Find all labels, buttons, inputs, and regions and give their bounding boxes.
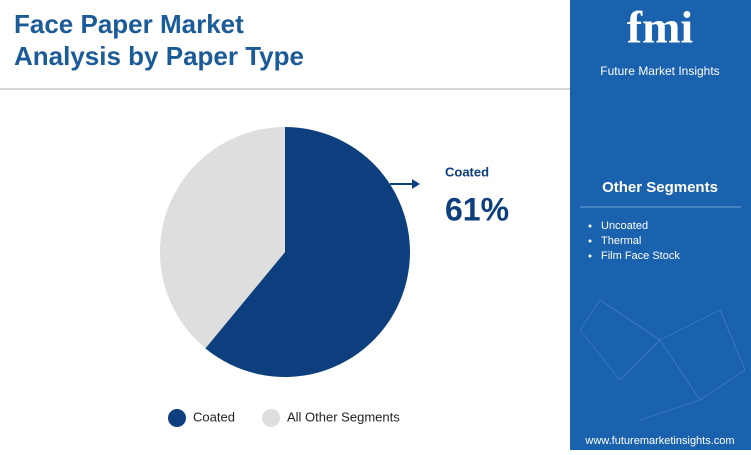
callout-arrowhead [412, 179, 420, 189]
sidebar-heading: Other Segments [602, 179, 718, 196]
value-label: 61% [445, 191, 509, 227]
legend-label: Coated [193, 409, 235, 424]
segment-item: Uncoated [601, 220, 648, 232]
network-decoration [579, 299, 746, 421]
bullet [588, 239, 592, 243]
callout-category: Coated [445, 164, 489, 179]
logo: fmi [627, 2, 694, 53]
url: www.futuremarketinsights.com [584, 435, 734, 447]
pie-slice [205, 127, 411, 377]
legend-swatch [168, 409, 186, 427]
legend-swatch [262, 409, 280, 427]
bullet [588, 254, 592, 258]
title-line: Analysis by Paper Type [14, 41, 304, 71]
segment-item: Film Face Stock [601, 250, 680, 262]
legend-label: All Other Segments [287, 409, 400, 424]
segment-item: Thermal [601, 235, 641, 247]
title-line: Face Paper Market [14, 9, 244, 39]
chart-title: Face Paper Market Analysis by Paper Type [14, 9, 304, 71]
brand-name: Future Market Insights [600, 64, 719, 78]
sidebar [570, 0, 751, 450]
bullet [588, 224, 592, 228]
pie-slice [160, 127, 285, 349]
